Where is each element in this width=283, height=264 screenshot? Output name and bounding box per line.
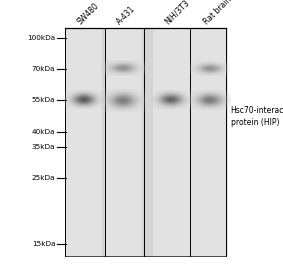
Text: 40kDa: 40kDa	[32, 129, 55, 135]
Text: Rat brain: Rat brain	[202, 0, 233, 26]
Bar	[153, 28, 190, 256]
Text: 100kDa: 100kDa	[27, 35, 55, 41]
Text: 55kDa: 55kDa	[32, 97, 55, 103]
Text: 25kDa: 25kDa	[32, 175, 55, 181]
Text: 70kDa: 70kDa	[32, 66, 55, 72]
Bar	[191, 28, 228, 256]
Text: NIH/3T3: NIH/3T3	[164, 0, 192, 26]
Bar	[65, 28, 226, 256]
Text: Hsc70-interacting
protein (HIP): Hsc70-interacting protein (HIP)	[231, 106, 283, 127]
Bar	[105, 28, 142, 256]
Bar	[65, 28, 102, 256]
Text: A-431: A-431	[115, 4, 138, 26]
Text: SW480: SW480	[76, 1, 101, 26]
Text: 15kDa: 15kDa	[32, 241, 55, 247]
Text: 35kDa: 35kDa	[32, 144, 55, 149]
